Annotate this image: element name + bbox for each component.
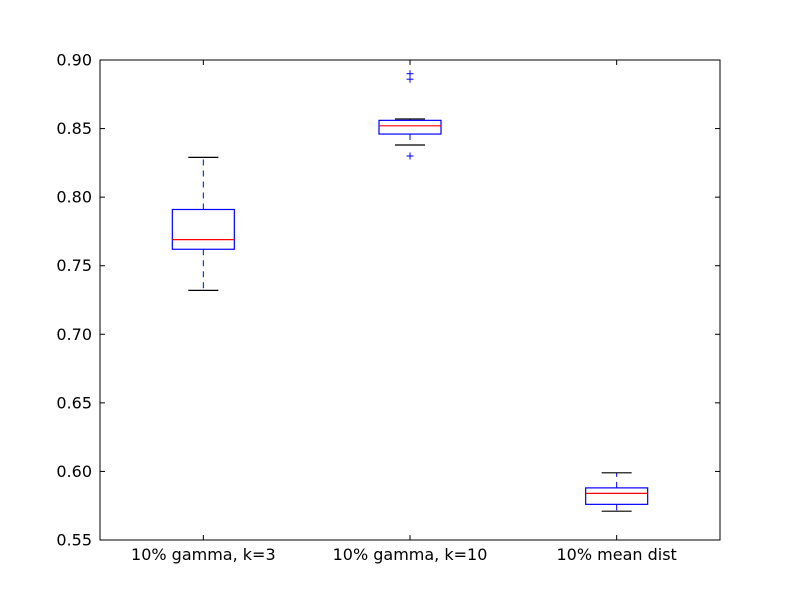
x-tick-label: 10% mean dist (557, 545, 677, 564)
y-tick-label: 0.90 (56, 51, 92, 70)
box (585, 487, 649, 505)
box (378, 119, 442, 135)
y-tick-label: 0.80 (56, 188, 92, 207)
x-tick-label: 10% gamma, k=10 (333, 545, 488, 564)
y-tick-label: 0.70 (56, 325, 92, 344)
y-tick-label: 0.75 (56, 256, 92, 275)
y-tick-label: 0.65 (56, 393, 92, 412)
y-tick-label: 0.60 (56, 462, 92, 481)
y-tick-label: 0.85 (56, 119, 92, 138)
x-tick-label: 10% gamma, k=3 (131, 545, 276, 564)
outlier-point (406, 152, 414, 160)
y-tick-label: 0.55 (56, 531, 92, 550)
plot-area: 0.55 0.60 0.65 0.70 0.75 0.80 0.85 0.90 10% gamm… (56, 51, 721, 564)
outlier-point (406, 70, 414, 78)
axes-frame (99, 59, 721, 541)
box (171, 208, 235, 250)
